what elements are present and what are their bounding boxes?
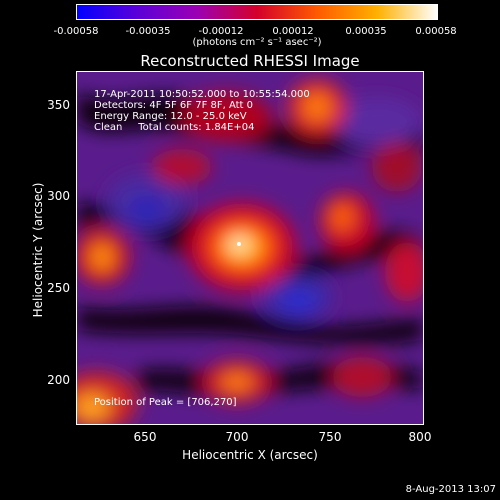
info-energy-range: Energy Range: 12.0 - 25.0 keV xyxy=(94,111,247,122)
x-tick: 750 xyxy=(318,430,342,444)
colorbar-tick: -0.00058 xyxy=(53,26,99,37)
x-axis-label: Heliocentric X (arcsec) xyxy=(182,448,318,462)
colorbar xyxy=(76,4,438,20)
y-tick: 300 xyxy=(47,189,70,203)
image-title: Reconstructed RHESSI Image xyxy=(140,52,360,70)
colorbar-tick: 0.00058 xyxy=(415,26,457,37)
info-algorithm: Clean Total counts: 1.84E+04 xyxy=(94,122,255,133)
info-time-range: 17-Apr-2011 10:50:52.000 to 10:55:54.000 xyxy=(94,89,310,100)
y-axis-label: Heliocentric Y (arcsec) xyxy=(31,182,45,318)
x-tick: 700 xyxy=(225,430,249,444)
peak-position: Position of Peak = [706,270] xyxy=(94,397,237,408)
colorbar-tick: -0.00012 xyxy=(198,26,244,37)
y-tick: 200 xyxy=(47,373,70,387)
info-detectors: Detectors: 4F 5F 6F 7F 8F, Att 0 xyxy=(94,100,254,111)
y-tick: 350 xyxy=(47,98,70,112)
colorbar-tick: 0.00012 xyxy=(272,26,314,37)
colorbar-tick: 0.00035 xyxy=(345,26,387,37)
x-tick: 800 xyxy=(408,430,432,444)
rhessi-image xyxy=(76,71,424,425)
colorbar-units: (photons cm⁻² s⁻¹ asec⁻²) xyxy=(192,37,322,48)
footer-date: 8-Aug-2013 13:07 xyxy=(405,484,496,495)
y-tick: 250 xyxy=(47,281,70,295)
x-tick: 650 xyxy=(133,430,157,444)
colorbar-tick: -0.00035 xyxy=(125,26,171,37)
